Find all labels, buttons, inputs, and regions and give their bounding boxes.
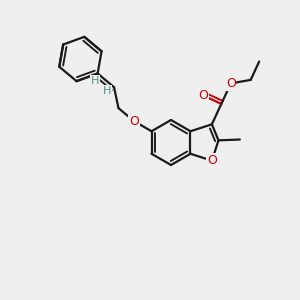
- Text: O: O: [129, 115, 139, 128]
- Text: O: O: [226, 77, 236, 90]
- Text: H: H: [91, 76, 99, 85]
- Text: O: O: [198, 89, 208, 102]
- Text: O: O: [207, 154, 217, 167]
- Text: H: H: [103, 86, 112, 96]
